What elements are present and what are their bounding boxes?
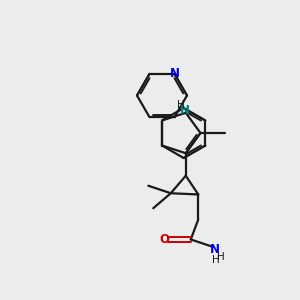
Text: H: H (177, 100, 185, 110)
Text: H: H (218, 252, 225, 262)
Text: H: H (212, 255, 220, 265)
Text: N: N (210, 244, 220, 256)
Text: N: N (169, 67, 179, 80)
Text: N: N (180, 104, 190, 117)
Text: O: O (159, 233, 169, 246)
